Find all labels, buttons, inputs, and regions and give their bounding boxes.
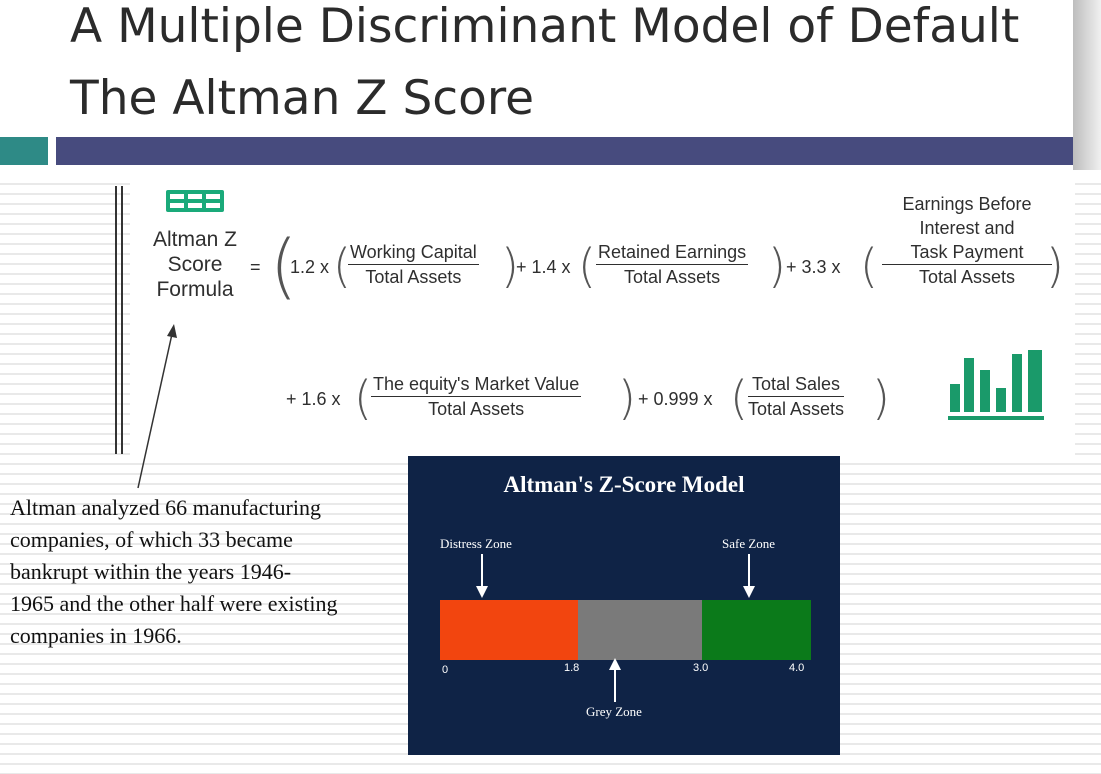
distress-zone-bar (440, 600, 578, 660)
tick-label: 1.8 (564, 662, 580, 674)
pointer-arrow (137, 324, 177, 489)
slide-title-line1: A Multiple Discriminant Model of Default (70, 0, 1020, 54)
distress-zone-label: Distress Zone (440, 536, 512, 551)
term4-coefficient: + 1.6 x (286, 389, 341, 409)
term3-numerator-line1: Earnings Before (902, 194, 1032, 214)
paren-close: ) (1046, 239, 1064, 293)
term2-coefficient: + 1.4 x (516, 257, 571, 277)
tick-label: 0 (442, 664, 449, 676)
safe-zone-label: Safe Zone (722, 536, 776, 551)
distress-arrow-icon (476, 554, 488, 598)
formula-label-line3: Formula (156, 278, 234, 301)
term5-denominator: Total Assets (748, 399, 845, 419)
outer-paren-open: ( (270, 225, 298, 307)
grey-zone-label: Grey Zone (586, 704, 642, 719)
paren-close: ) (501, 239, 519, 293)
term1-coefficient: 1.2 x (290, 257, 330, 277)
term2-fraction: Retained Earnings Total Assets (596, 240, 749, 289)
paren-open: ( (354, 371, 372, 425)
formula-label: Altman Z Score Formula (130, 227, 260, 302)
paren-open: ( (333, 239, 351, 293)
term1-numerator: Working Capital (348, 240, 479, 265)
term2-numerator: Retained Earnings (596, 240, 749, 265)
term3-numerator-line2: Interest and (919, 218, 1015, 238)
zscore-model-panel: Altman's Z-Score Model Distress Zone Saf… (408, 456, 840, 755)
divider-line (115, 186, 117, 454)
formula-panel: Altman Z Score Formula = ( 1.2 x ( Worki… (130, 182, 1075, 462)
term1-denominator: Total Assets (365, 267, 462, 287)
term3-numerator-line3: Task Payment (882, 240, 1052, 265)
slide-title-line2: The Altman Z Score (70, 71, 535, 126)
term3-coefficient: + 3.3 x (786, 257, 841, 277)
title-underline-bar (56, 137, 1073, 165)
tick-label: 3.0 (693, 662, 709, 674)
term4-fraction: The equity's Market Value Total Assets (371, 372, 582, 421)
term5-fraction: Total Sales Total Assets (748, 372, 845, 421)
formula-label-line1: Altman Z (152, 228, 238, 251)
paren-close: ) (768, 239, 786, 293)
grey-arrow-icon (609, 658, 621, 702)
grid-table-icon (166, 190, 224, 212)
safe-zone-bar (702, 600, 811, 660)
term1-fraction: Working Capital Total Assets (348, 240, 479, 289)
equals-sign: = (250, 257, 261, 277)
term5-coefficient: + 0.999 x (638, 389, 713, 409)
term3-fraction: Earnings Before Interest and Task Paymen… (882, 192, 1052, 289)
paren-open: ( (578, 239, 596, 293)
paren-close: ) (618, 371, 636, 425)
term2-denominator: Total Assets (624, 267, 721, 287)
zscore-model-title: Altman's Z-Score Model (503, 472, 745, 497)
paren-open: ( (860, 239, 878, 293)
divider-line (121, 186, 123, 454)
term5-numerator: Total Sales (748, 372, 845, 397)
safe-arrow-icon (743, 554, 755, 598)
teal-accent-bar (0, 137, 48, 165)
paren-open: ( (730, 371, 748, 425)
grey-zone-bar (578, 600, 702, 660)
term4-numerator: The equity's Market Value (371, 372, 582, 397)
edge-shadow (1073, 0, 1101, 170)
term4-denominator: Total Assets (428, 399, 525, 419)
term3-denominator: Total Assets (918, 267, 1016, 287)
bar-chart-icon (948, 350, 1044, 420)
tick-label: 4.0 (789, 662, 805, 674)
paren-close: ) (872, 371, 890, 425)
altman-study-note: Altman analyzed 66 manufacturing compani… (10, 495, 338, 648)
formula-label-line2: Score (167, 253, 223, 276)
